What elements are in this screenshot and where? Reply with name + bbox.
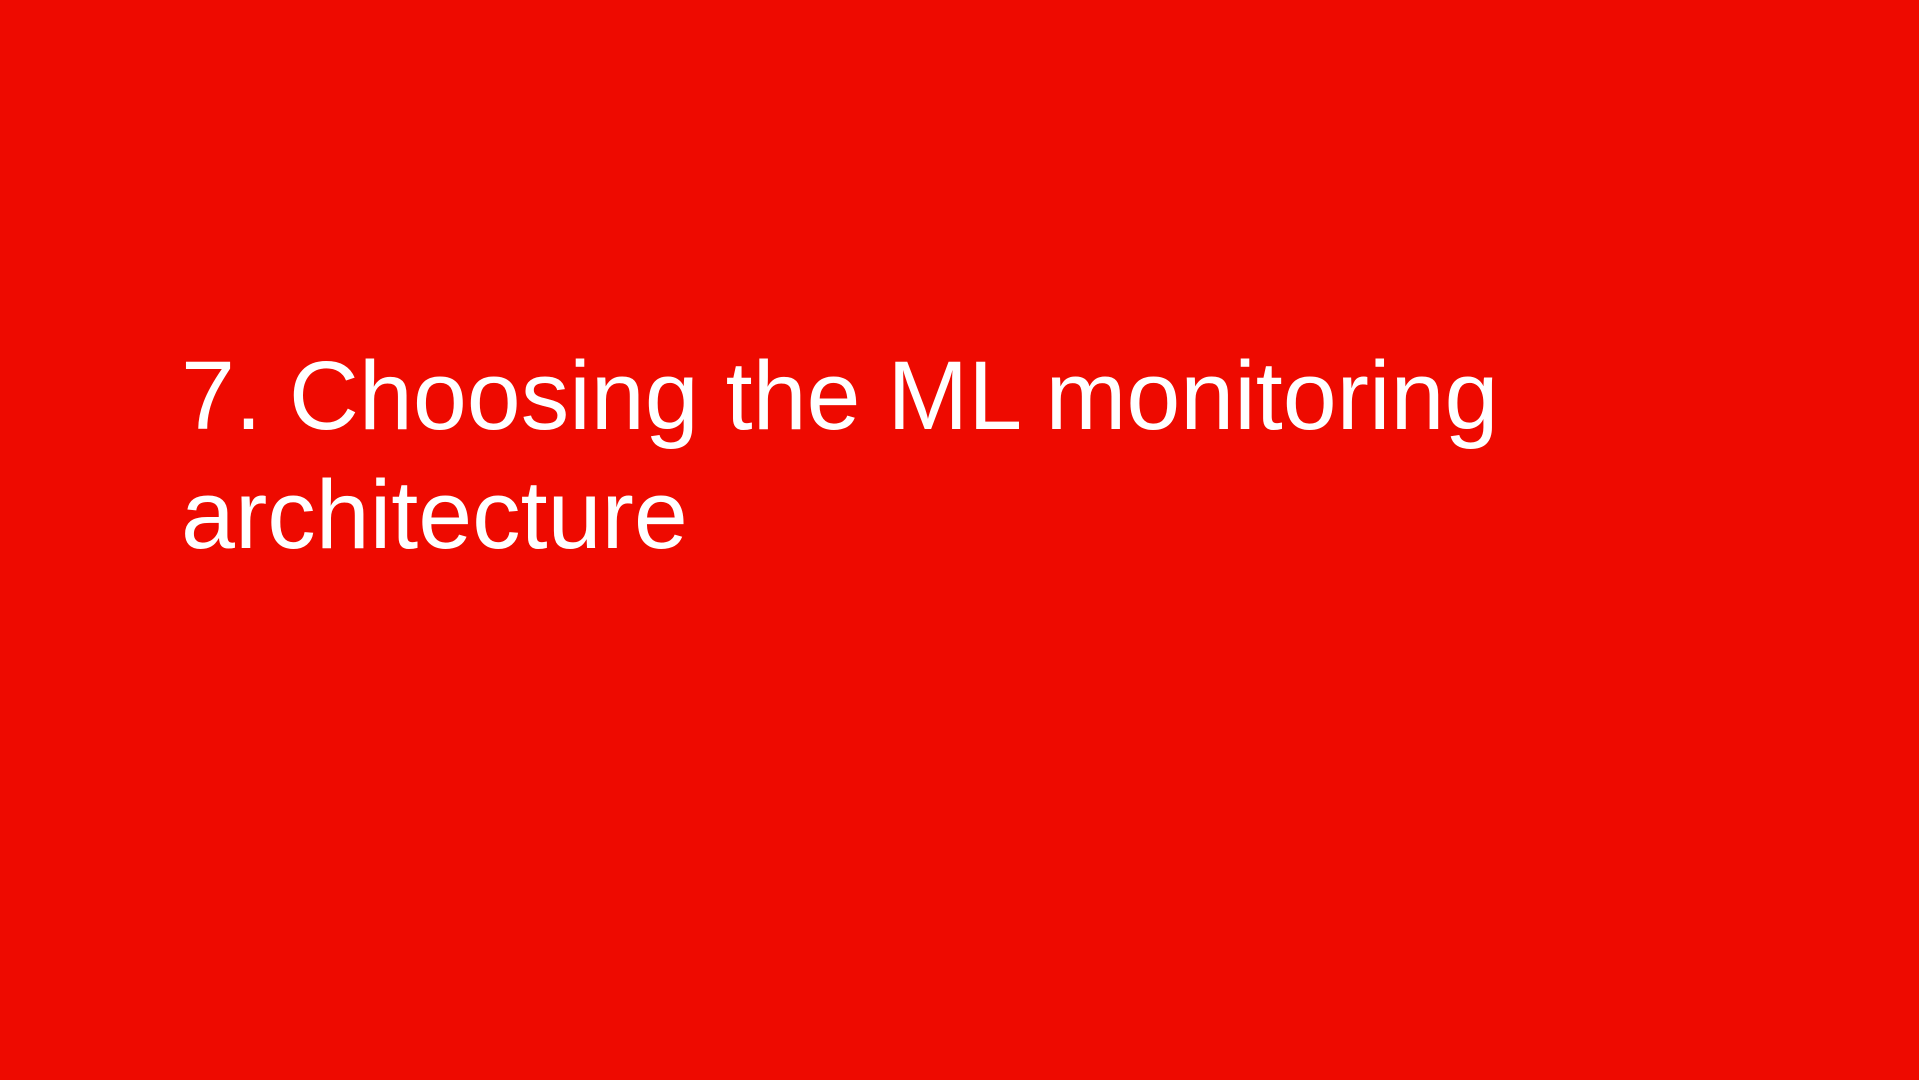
slide-title-line-1: 7. Choosing the ML monitoring <box>181 341 1499 450</box>
slide-title: 7. Choosing the ML monitoring architectu… <box>181 336 1681 574</box>
slide-title-line-2: architecture <box>181 460 688 569</box>
